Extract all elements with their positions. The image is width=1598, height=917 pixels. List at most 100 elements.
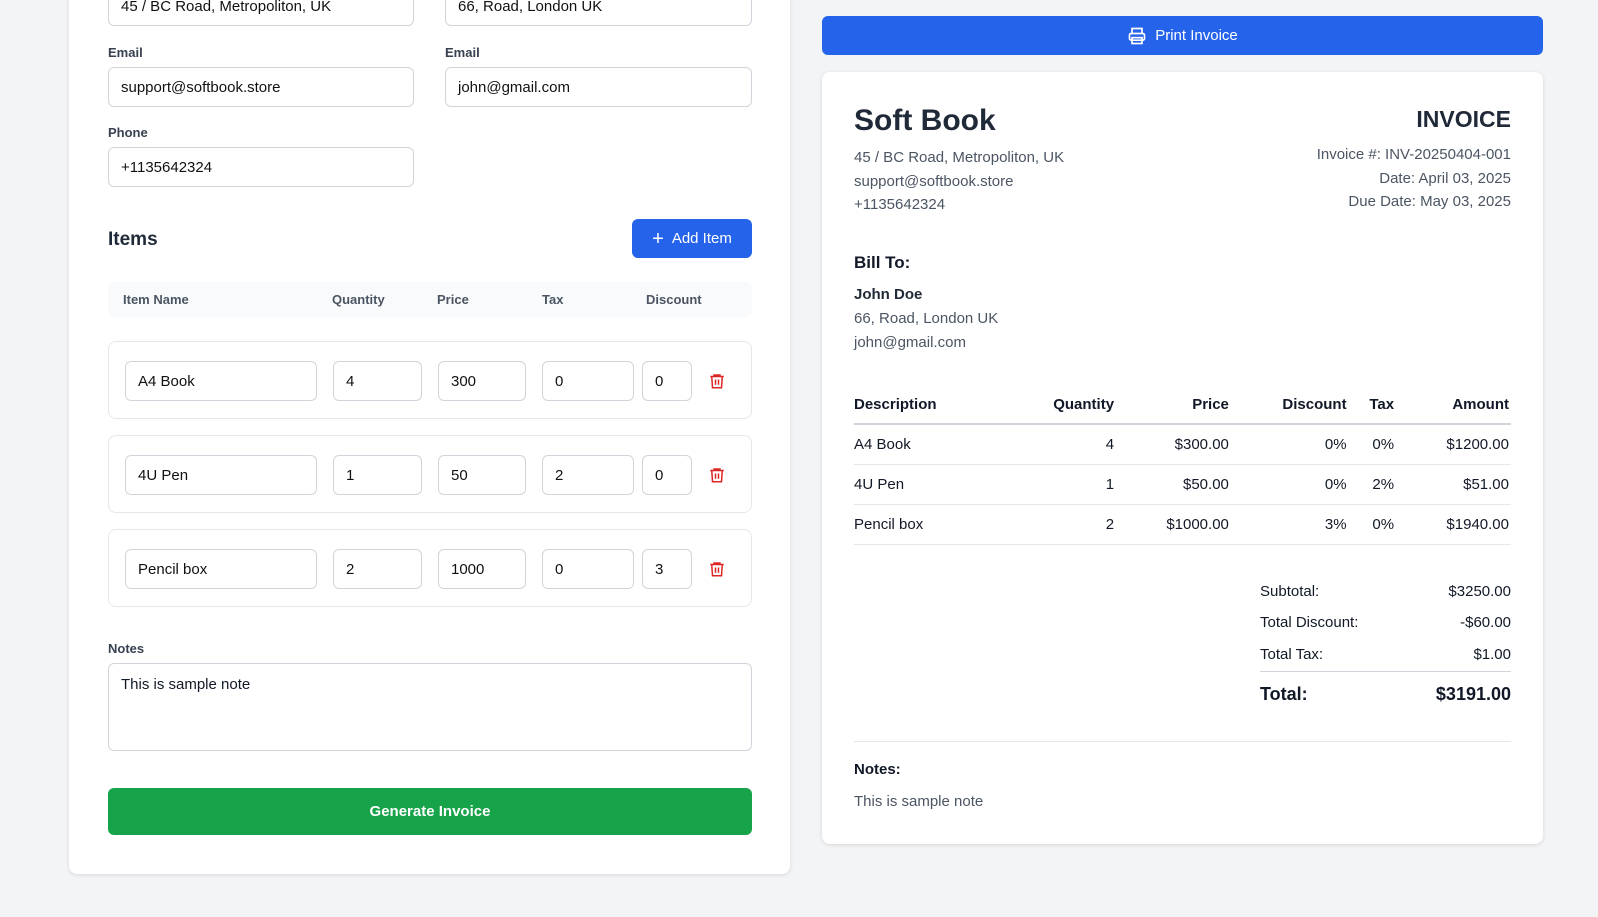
items-header: Item Name Quantity Price Tax Discount	[108, 282, 752, 317]
total-label: Total:	[1260, 683, 1308, 704]
print-invoice-label: Print Invoice	[1155, 27, 1238, 44]
item-qty-value: 1	[346, 466, 355, 484]
invoice-cell: $1000.00	[1116, 504, 1231, 545]
subtotal-label: Subtotal:	[1260, 583, 1320, 600]
invoice-row: Pencil box 2 $1000.00 3% 0% $1940.00	[854, 504, 1511, 545]
item-name-input[interactable]: Pencil box	[125, 549, 317, 589]
notes-label: Notes	[108, 641, 145, 656]
invoice-cell: $50.00	[1116, 464, 1231, 505]
item-price-input[interactable]: 50	[438, 455, 526, 495]
trash-icon[interactable]	[708, 466, 726, 484]
item-tax-value: 0	[555, 372, 564, 390]
client-address: 66, Road, London UK	[854, 310, 999, 327]
total-value: $3191.00	[1435, 683, 1511, 704]
client-address-value: 66, Road, London UK	[458, 0, 603, 15]
item-price-value: 300	[451, 372, 477, 390]
notes-textarea[interactable]: This is sample note	[108, 663, 752, 751]
col-price: Price	[437, 292, 469, 307]
invoice-cell: 2	[1004, 504, 1117, 545]
add-item-label: Add Item	[671, 230, 732, 247]
discount-label: Total Discount:	[1260, 614, 1359, 631]
company-email: support@softbook.store	[854, 172, 1014, 190]
invoice-cell: 0%	[1348, 424, 1397, 465]
item-price-input[interactable]: 300	[438, 361, 526, 401]
invoice-cell: Pencil box	[854, 504, 1005, 545]
phone-label: Phone	[108, 125, 148, 140]
invoice-title: INVOICE	[1416, 106, 1511, 132]
invoice-cell: $1940.00	[1396, 504, 1511, 545]
trash-icon[interactable]	[708, 560, 726, 578]
item-discount-input[interactable]: 0	[642, 361, 692, 401]
invoice-cell: 4U Pen	[854, 464, 1005, 505]
phone-input[interactable]: +1135642324	[108, 147, 414, 187]
invoice-col: Description	[854, 386, 1005, 425]
invoice-cell: 4	[1004, 424, 1117, 465]
item-price-value: 1000	[451, 560, 485, 578]
company-phone: +1135642324	[854, 196, 946, 213]
item-price-input[interactable]: 1000	[438, 549, 526, 589]
invoice-form-card	[69, 0, 790, 874]
client-email-input[interactable]: john@gmail.com	[445, 67, 752, 107]
invoice-due-date: Due Date: May 03, 2025	[1348, 193, 1511, 210]
invoice-cell: 3%	[1230, 504, 1349, 545]
invoice-cell: $51.00	[1396, 464, 1511, 505]
company-email-value: support@softbook.store	[121, 78, 281, 96]
item-row	[108, 341, 752, 419]
invoice-preview: Soft Book 45 / BC Road, Metropoliton, UK…	[822, 72, 1543, 844]
item-tax-value: 0	[555, 560, 564, 578]
item-qty-value: 4	[346, 372, 355, 390]
invoice-cell: A4 Book	[854, 424, 1005, 465]
print-invoice-button[interactable]: Print Invoice	[822, 16, 1543, 55]
item-name-value: Pencil box	[138, 560, 208, 578]
invoice-cell: 2%	[1348, 464, 1397, 505]
items-title: Items	[108, 229, 158, 250]
item-qty-input[interactable]: 2	[333, 549, 422, 589]
item-name-input[interactable]: 4U Pen	[125, 455, 317, 495]
item-discount-input[interactable]: 0	[642, 455, 692, 495]
item-discount-value: 0	[655, 466, 664, 484]
invoice-meta: Invoice #: INV-20250404-001 Date: April …	[1317, 143, 1511, 214]
item-tax-input[interactable]: 0	[542, 361, 634, 401]
add-item-button[interactable]: + Add Item	[632, 219, 752, 258]
item-discount-value: 0	[655, 372, 664, 390]
item-row	[108, 529, 752, 607]
phone-value: +1135642324	[121, 158, 213, 176]
generate-invoice-label: Generate Invoice	[369, 803, 491, 820]
client-address-input[interactable]: 66, Road, London UK	[445, 0, 752, 26]
company-email-label: Email	[108, 45, 143, 60]
item-name-input[interactable]: A4 Book	[125, 361, 317, 401]
invoice-col: Amount	[1396, 386, 1511, 425]
item-qty-input[interactable]: 4	[333, 361, 422, 401]
item-name-value: 4U Pen	[138, 466, 189, 484]
invoice-col: Tax	[1348, 386, 1397, 425]
printer-icon	[1128, 27, 1146, 44]
bill-to-label: Bill To:	[854, 253, 911, 272]
invoice-number: Invoice #: INV-20250404-001	[1316, 146, 1511, 163]
item-qty-value: 2	[346, 560, 355, 578]
trash-icon[interactable]	[708, 372, 726, 390]
invoice-cell: $1200.00	[1396, 424, 1511, 465]
item-row	[108, 435, 752, 513]
plus-icon: +	[652, 227, 664, 250]
invoice-notes-label: Notes:	[854, 761, 901, 778]
item-tax-input[interactable]: 0	[542, 549, 634, 589]
item-discount-input[interactable]: 3	[642, 549, 692, 589]
invoice-col: Price	[1116, 386, 1231, 425]
company-name: Soft Book	[854, 104, 996, 137]
item-qty-input[interactable]: 1	[333, 455, 422, 495]
tax-value: $1.00	[1473, 646, 1511, 663]
col-discount: Discount	[646, 292, 702, 307]
company-email-input[interactable]: support@softbook.store	[108, 67, 414, 107]
client-email: john@gmail.com	[854, 333, 966, 351]
item-tax-input[interactable]: 2	[542, 455, 634, 495]
invoice-notes: This is sample note	[854, 793, 984, 810]
company-address: 45 / BC Road, Metropoliton, UK	[854, 149, 1065, 166]
notes-value: This is sample note	[121, 676, 251, 693]
invoice-cell: 1	[1004, 464, 1117, 505]
generate-invoice-button[interactable]: Generate Invoice	[108, 788, 752, 835]
company-address-input[interactable]: 45 / BC Road, Metropoliton, UK	[108, 0, 414, 26]
item-name-value: A4 Book	[138, 372, 195, 390]
company-address-value: 45 / BC Road, Metropoliton, UK	[121, 0, 332, 15]
invoice-col: Discount	[1230, 386, 1349, 425]
invoice-col: Quantity	[1004, 386, 1117, 425]
